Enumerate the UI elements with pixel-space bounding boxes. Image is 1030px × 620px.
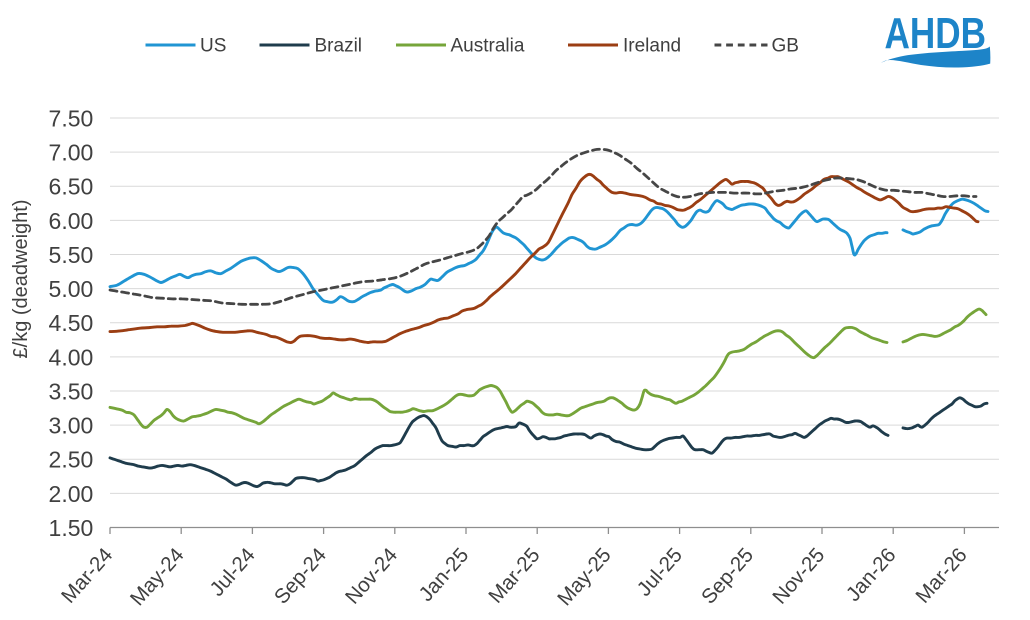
svg-text:2.00: 2.00 [49,481,94,507]
svg-text:Ireland: Ireland [623,36,681,57]
svg-text:7.00: 7.00 [49,140,94,166]
svg-text:Australia: Australia [451,36,525,57]
svg-text:6.50: 6.50 [49,174,94,200]
svg-text:4.50: 4.50 [49,310,94,336]
svg-text:4.00: 4.00 [49,344,94,370]
svg-text:Brazil: Brazil [315,36,363,57]
svg-text:AHDB: AHDB [885,10,987,58]
svg-text:US: US [200,36,226,57]
svg-text:2.50: 2.50 [49,447,94,473]
svg-text:5.00: 5.00 [49,276,94,302]
svg-text:1.50: 1.50 [49,515,94,541]
svg-text:7.50: 7.50 [49,105,94,131]
svg-text:£/kg (deadweight): £/kg (deadweight) [10,200,32,359]
svg-text:6.00: 6.00 [49,208,94,234]
svg-text:5.50: 5.50 [49,242,94,268]
svg-text:3.00: 3.00 [49,413,94,439]
svg-text:GB: GB [772,36,799,57]
svg-text:3.50: 3.50 [49,378,94,404]
